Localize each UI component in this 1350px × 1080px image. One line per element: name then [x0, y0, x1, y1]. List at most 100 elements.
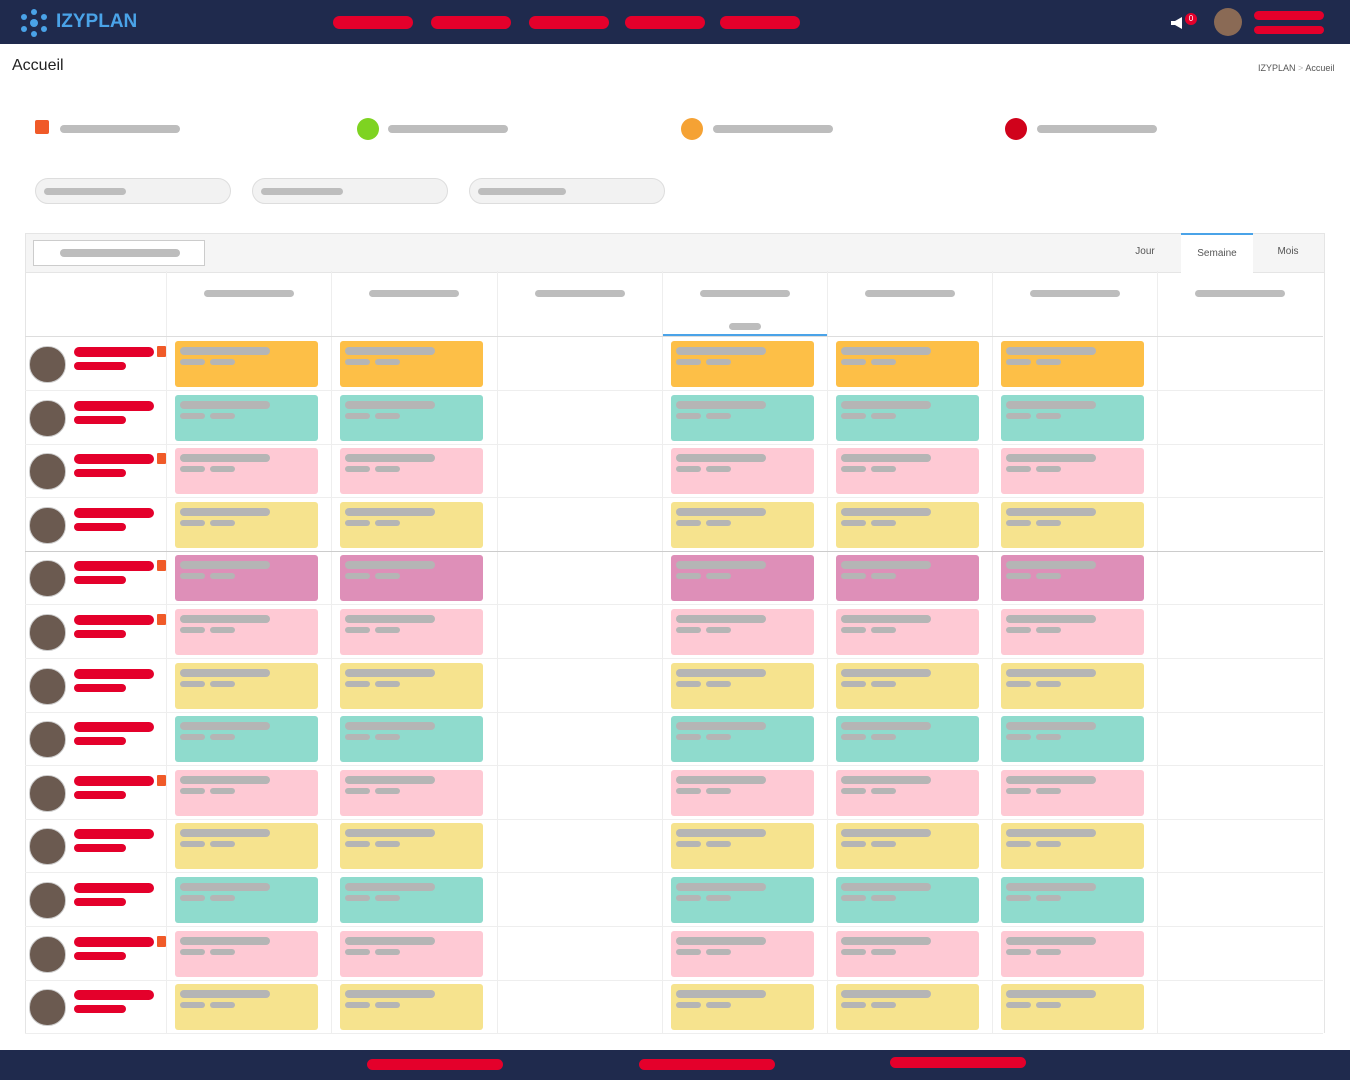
shift-card[interactable] [836, 448, 979, 495]
shift-card[interactable] [671, 823, 814, 870]
shift-card[interactable] [340, 341, 483, 387]
employee-name[interactable] [74, 990, 154, 1001]
shift-card[interactable] [1001, 501, 1144, 548]
shift-card[interactable] [671, 555, 814, 602]
shift-card[interactable] [671, 716, 814, 763]
employee-avatar[interactable] [29, 989, 66, 1027]
employee-avatar[interactable] [29, 882, 66, 919]
employee-name[interactable] [74, 722, 154, 733]
shift-card[interactable] [836, 877, 979, 923]
shift-card[interactable] [175, 501, 318, 548]
nav-link[interactable] [529, 16, 609, 29]
employee-avatar[interactable] [29, 560, 66, 598]
shift-card[interactable] [836, 930, 979, 977]
shift-card[interactable] [671, 341, 814, 387]
shift-card[interactable] [1001, 823, 1144, 870]
breadcrumb-item[interactable]: IZYPLAN [1258, 63, 1296, 73]
shift-card[interactable] [836, 716, 979, 763]
filter-select[interactable] [469, 178, 665, 204]
shift-card[interactable] [671, 448, 814, 495]
shift-card[interactable] [175, 555, 318, 602]
shift-card[interactable] [175, 930, 318, 977]
employee-name[interactable] [74, 400, 154, 411]
shift-card[interactable] [175, 823, 318, 870]
employee-avatar[interactable] [29, 346, 66, 383]
employee-name[interactable] [74, 615, 154, 625]
nav-link[interactable] [431, 16, 511, 29]
shift-card[interactable] [175, 984, 318, 1031]
shift-card[interactable] [340, 823, 483, 870]
shift-card[interactable] [340, 501, 483, 548]
employee-name[interactable] [74, 883, 154, 893]
view-tab[interactable]: Semaine [1181, 233, 1253, 273]
shift-card[interactable] [1001, 448, 1144, 495]
view-tab[interactable]: Mois [1277, 246, 1299, 257]
shift-card[interactable] [836, 662, 979, 709]
shift-card[interactable] [671, 662, 814, 709]
employee-name[interactable] [74, 507, 154, 518]
employee-avatar[interactable] [29, 774, 66, 812]
shift-card[interactable] [1001, 394, 1144, 441]
shift-card[interactable] [175, 716, 318, 763]
shift-card[interactable] [175, 662, 318, 709]
shift-card[interactable] [671, 769, 814, 816]
employee-name[interactable] [74, 936, 154, 947]
shift-card[interactable] [340, 877, 483, 923]
employee-name[interactable] [74, 561, 154, 572]
nav-link[interactable] [333, 16, 413, 29]
user-avatar[interactable] [1214, 8, 1242, 36]
employee-avatar[interactable] [29, 667, 66, 705]
employee-name[interactable] [74, 668, 154, 679]
date-nav[interactable] [33, 240, 205, 266]
shift-card[interactable] [340, 394, 483, 441]
shift-card[interactable] [671, 930, 814, 977]
employee-avatar[interactable] [29, 399, 66, 437]
shift-card[interactable] [175, 609, 318, 655]
shift-card[interactable] [1001, 555, 1144, 602]
filter-select[interactable] [35, 178, 231, 204]
shift-card[interactable] [340, 609, 483, 655]
shift-card[interactable] [340, 662, 483, 709]
logo-text[interactable]: IZYPLAN [56, 11, 138, 32]
announce-icon[interactable] [1169, 15, 1185, 31]
employee-name[interactable] [74, 454, 154, 465]
nav-link[interactable] [625, 16, 705, 29]
shift-card[interactable] [1001, 716, 1144, 763]
shift-card[interactable] [340, 984, 483, 1031]
employee-name[interactable] [74, 347, 154, 357]
shift-card[interactable] [836, 394, 979, 441]
shift-card[interactable] [340, 930, 483, 977]
nav-link[interactable] [720, 16, 800, 29]
shift-card[interactable] [340, 448, 483, 495]
employee-avatar[interactable] [29, 721, 66, 759]
shift-card[interactable] [175, 769, 318, 816]
shift-card[interactable] [836, 555, 979, 602]
shift-card[interactable] [1001, 984, 1144, 1031]
filter-select[interactable] [252, 178, 448, 204]
shift-card[interactable] [340, 555, 483, 602]
shift-card[interactable] [836, 341, 979, 387]
shift-card[interactable] [671, 984, 814, 1031]
shift-card[interactable] [836, 823, 979, 870]
employee-name[interactable] [74, 775, 154, 786]
shift-card[interactable] [340, 716, 483, 763]
shift-card[interactable] [175, 341, 318, 387]
shift-card[interactable] [671, 609, 814, 655]
shift-card[interactable] [671, 501, 814, 548]
employee-name[interactable] [74, 829, 154, 840]
employee-avatar[interactable] [29, 453, 66, 491]
employee-avatar[interactable] [29, 614, 66, 651]
shift-card[interactable] [836, 769, 979, 816]
shift-card[interactable] [836, 984, 979, 1031]
employee-avatar[interactable] [29, 506, 66, 544]
shift-card[interactable] [1001, 341, 1144, 387]
shift-card[interactable] [1001, 930, 1144, 977]
shift-card[interactable] [175, 877, 318, 923]
shift-card[interactable] [1001, 609, 1144, 655]
shift-card[interactable] [671, 877, 814, 923]
shift-card[interactable] [836, 609, 979, 655]
shift-card[interactable] [175, 394, 318, 441]
employee-avatar[interactable] [29, 935, 66, 973]
shift-card[interactable] [1001, 877, 1144, 923]
shift-card[interactable] [1001, 662, 1144, 709]
